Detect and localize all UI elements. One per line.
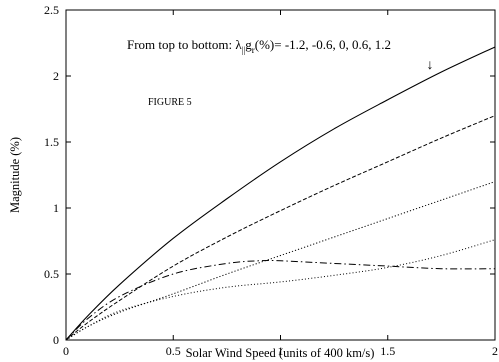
series-order-annotation: From top to bottom: λ||gr(%)= -1.2, -0.6… bbox=[127, 37, 391, 55]
x-axis-title: Solar Wind Speed (units of 400 km/s) bbox=[186, 346, 375, 360]
annotation-sub-r: r bbox=[252, 45, 255, 55]
series-line-3 bbox=[65, 181, 496, 341]
series-line-4 bbox=[65, 239, 496, 341]
series-layer bbox=[65, 46, 496, 341]
x-tick-label-1: 0.5 bbox=[166, 344, 181, 358]
x-tick-label-0: 0 bbox=[63, 344, 69, 358]
annotation-arrow: ↓ bbox=[427, 58, 434, 73]
x-tick-label-4: 2 bbox=[492, 344, 498, 358]
y-tick-label-4: 2 bbox=[53, 69, 59, 83]
annotation-text-values: (%)= -1.2, -0.6, 0, 0.6, 1.2 bbox=[255, 37, 391, 52]
x-tick-label-3: 1.5 bbox=[380, 344, 395, 358]
x-tick-label-2: 1 bbox=[278, 344, 284, 358]
y-axis-title: Magnitude (%) bbox=[8, 137, 22, 213]
y-tick-label-5: 2.5 bbox=[44, 3, 59, 17]
series-line-2 bbox=[65, 115, 496, 341]
annotation-sub-parallel: || bbox=[242, 45, 246, 55]
y-tick-label-2: 1 bbox=[53, 201, 59, 215]
y-tick-label-0: 0 bbox=[53, 333, 59, 347]
figure-label: FIGURE 5 bbox=[148, 97, 192, 108]
y-tick-label-1: 0.5 bbox=[44, 267, 59, 281]
annotation-text-main: From top to bottom: λ bbox=[127, 37, 242, 52]
annotation-text-g: g bbox=[245, 37, 252, 52]
series-line-5 bbox=[65, 259, 496, 341]
ticks-layer: 0 0.5 1 1.5 2 0 0.5 1 1.5 2 2.5 bbox=[44, 3, 498, 358]
series-line-1 bbox=[65, 46, 496, 341]
y-tick-label-3: 1.5 bbox=[44, 135, 59, 149]
